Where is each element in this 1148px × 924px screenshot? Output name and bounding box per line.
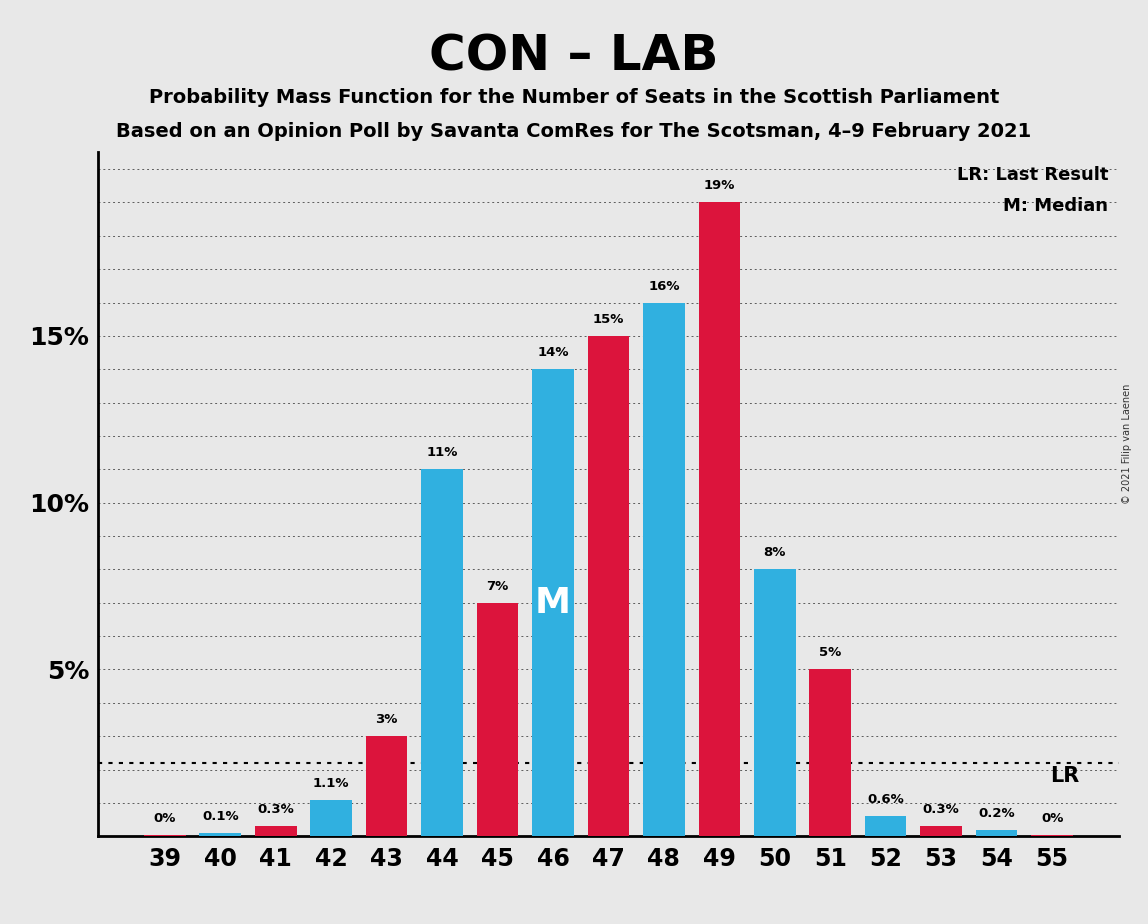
Bar — [809, 670, 851, 836]
Text: 0%: 0% — [154, 811, 176, 824]
Text: 0.3%: 0.3% — [923, 803, 960, 816]
Bar — [921, 826, 962, 836]
Text: LR: LR — [1050, 766, 1080, 786]
Bar — [754, 569, 796, 836]
Text: 0.1%: 0.1% — [202, 809, 239, 823]
Text: 11%: 11% — [426, 446, 458, 459]
Text: Based on an Opinion Poll by Savanta ComRes for The Scotsman, 4–9 February 2021: Based on an Opinion Poll by Savanta ComR… — [116, 122, 1032, 141]
Text: LR: Last Result: LR: Last Result — [956, 166, 1108, 185]
Text: 19%: 19% — [704, 179, 735, 192]
Text: 3%: 3% — [375, 713, 398, 726]
Bar — [1031, 834, 1073, 836]
Text: 8%: 8% — [763, 546, 786, 559]
Text: 16%: 16% — [649, 280, 680, 293]
Text: 14%: 14% — [537, 346, 568, 359]
Text: 0.2%: 0.2% — [978, 807, 1015, 820]
Bar — [643, 302, 684, 836]
Text: M: M — [535, 586, 571, 620]
Bar — [144, 834, 186, 836]
Text: 5%: 5% — [820, 647, 841, 660]
Text: 0%: 0% — [1041, 811, 1063, 824]
Text: M: Median: M: Median — [1003, 197, 1108, 215]
Text: Probability Mass Function for the Number of Seats in the Scottish Parliament: Probability Mass Function for the Number… — [149, 88, 999, 107]
Bar — [476, 602, 519, 836]
Text: 0.6%: 0.6% — [868, 793, 905, 807]
Text: 15%: 15% — [592, 313, 625, 326]
Bar — [255, 826, 296, 836]
Bar — [698, 202, 740, 836]
Text: 7%: 7% — [487, 579, 509, 592]
Text: CON – LAB: CON – LAB — [429, 32, 719, 80]
Bar — [366, 736, 408, 836]
Text: © 2021 Filip van Laenen: © 2021 Filip van Laenen — [1123, 383, 1132, 504]
Bar — [976, 830, 1017, 836]
Bar — [533, 370, 574, 836]
Bar — [310, 799, 352, 836]
Bar — [421, 469, 463, 836]
Text: 1.1%: 1.1% — [313, 776, 349, 789]
Text: 0.3%: 0.3% — [257, 803, 294, 816]
Bar — [200, 833, 241, 836]
Bar — [864, 816, 907, 836]
Bar — [588, 336, 629, 836]
